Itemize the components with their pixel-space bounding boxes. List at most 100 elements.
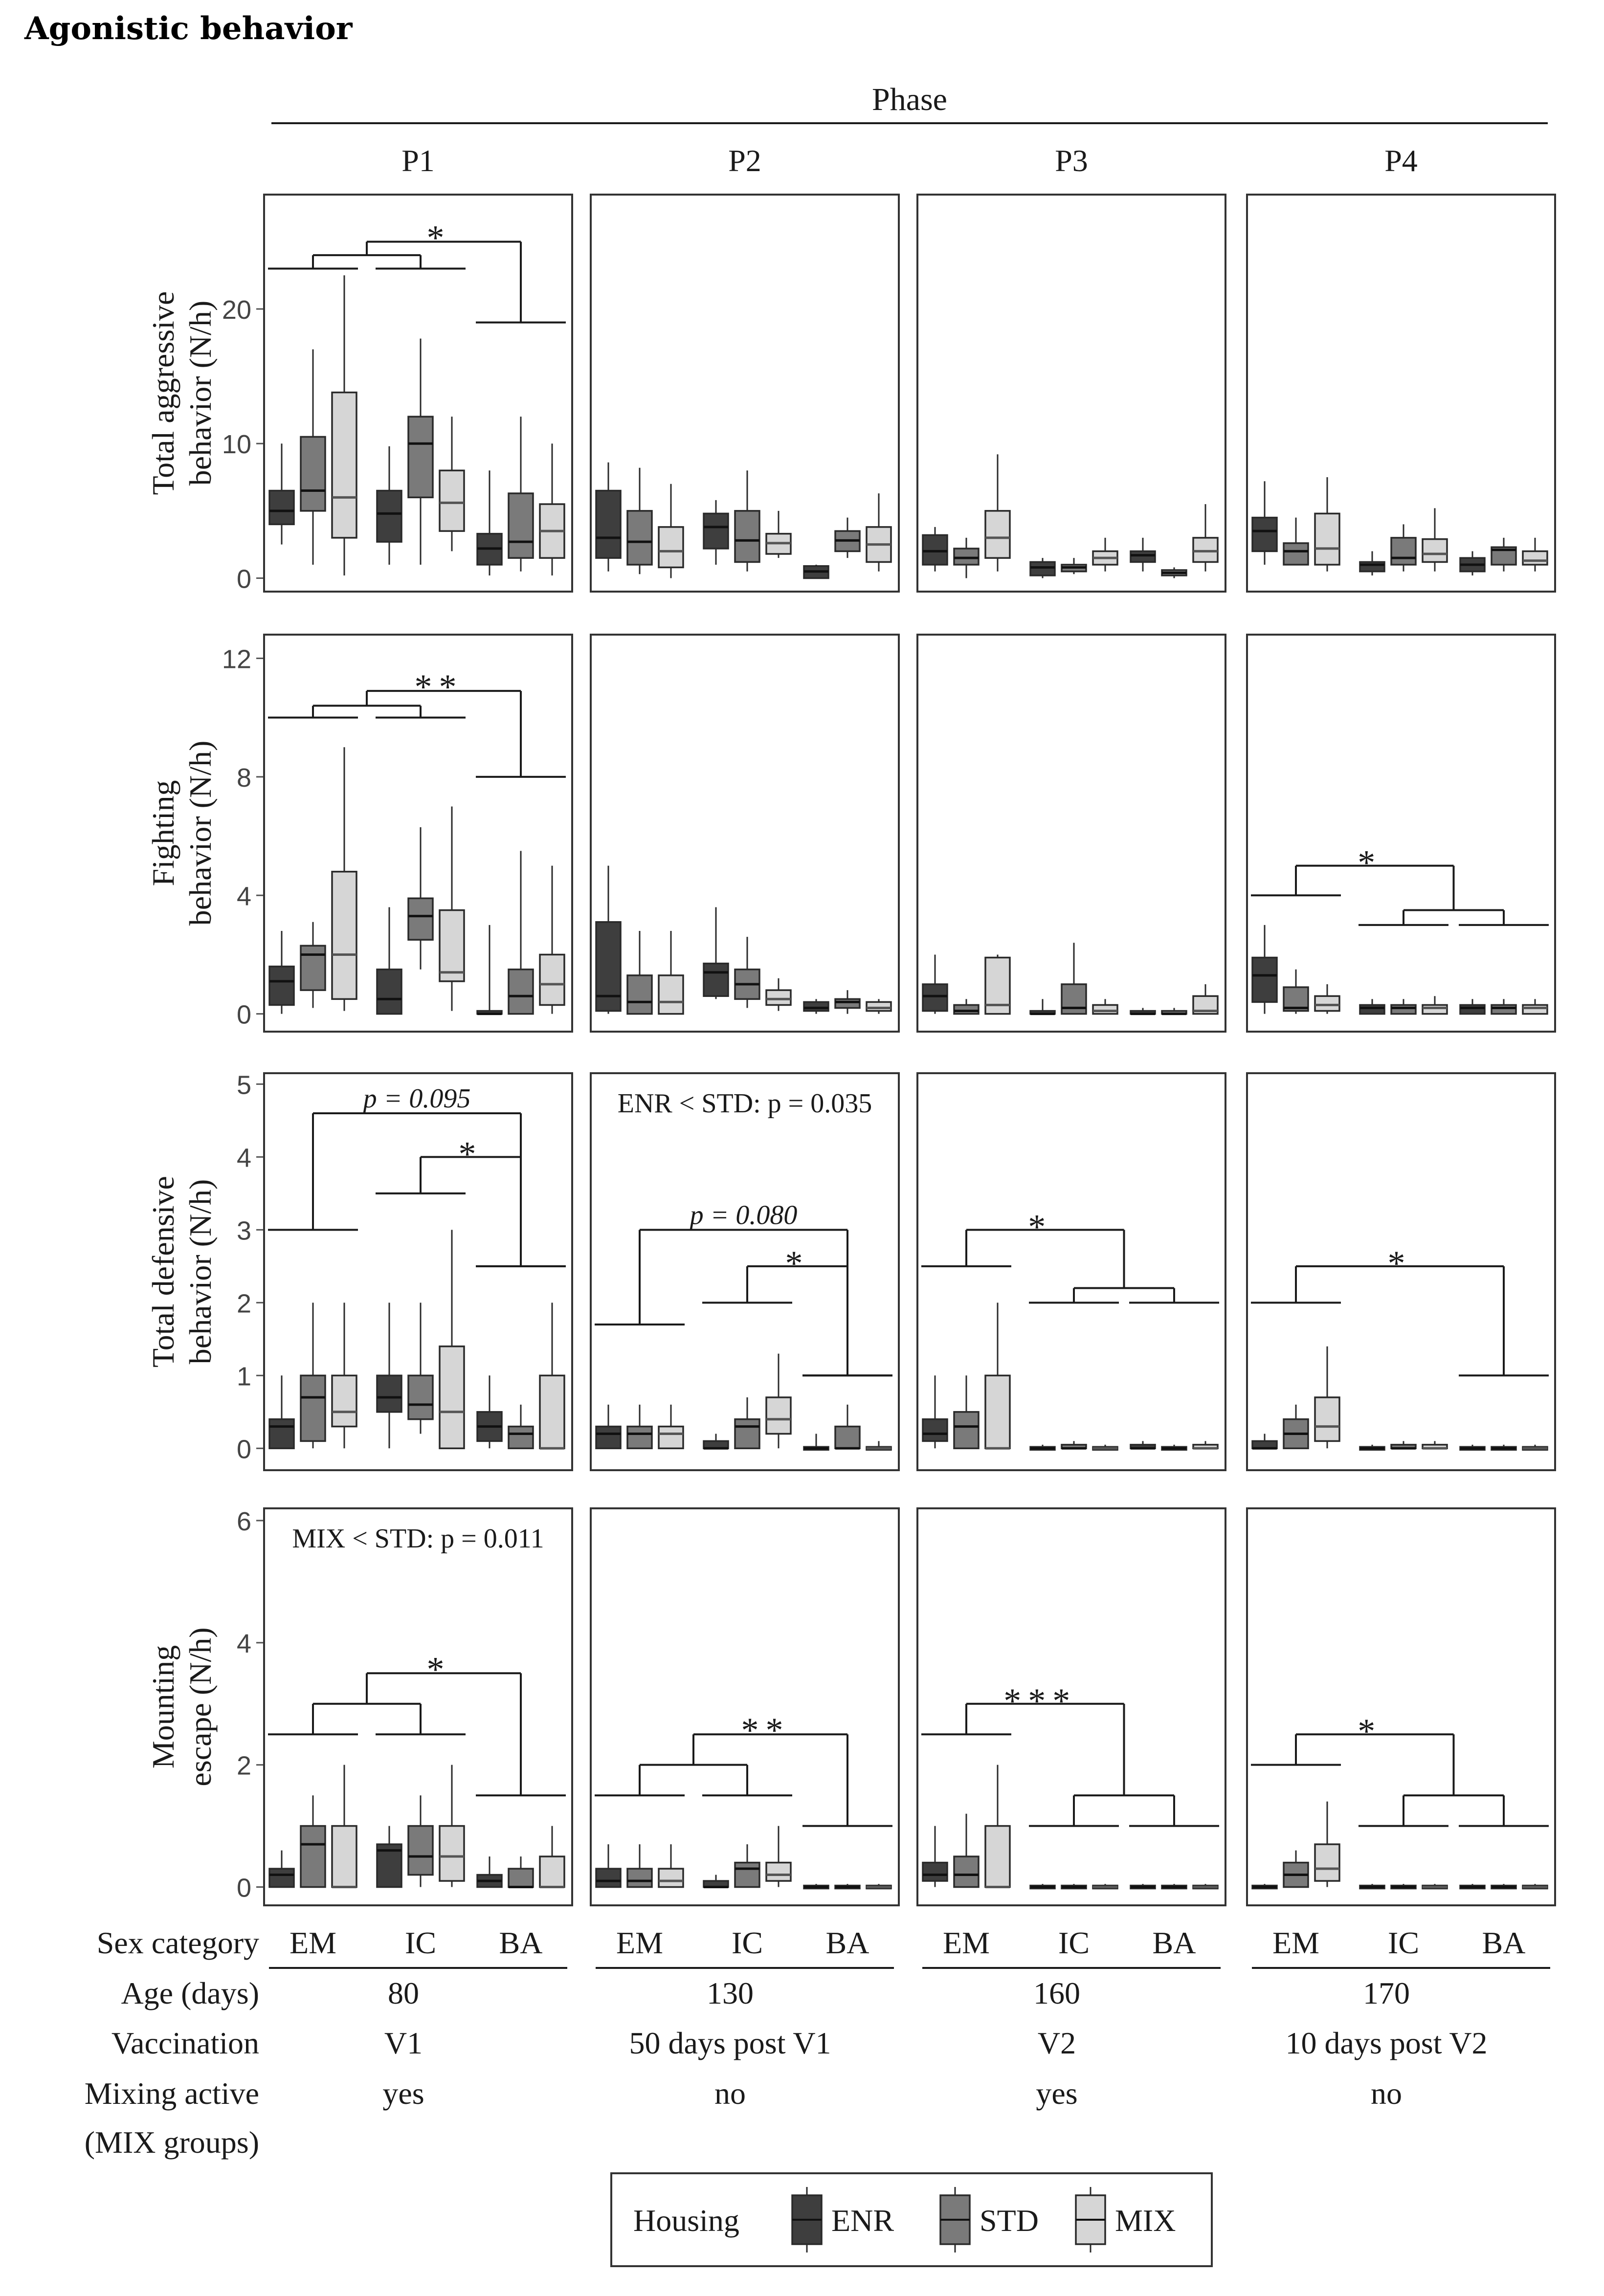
- y-tick-label: 4: [237, 882, 251, 911]
- box-ba-enr: [1459, 1004, 1486, 1015]
- vaccination-value: 10 days post V2: [1285, 2026, 1487, 2060]
- box-ic-enr: [1359, 1004, 1385, 1015]
- age-value: 130: [707, 1976, 754, 2010]
- box-em-mix: [331, 1825, 357, 1888]
- box-em-mix: [658, 1425, 684, 1450]
- box-ic-mix: [439, 909, 465, 982]
- bracket-label: *: [1358, 1712, 1382, 1751]
- bracket-label: *: [427, 218, 451, 257]
- box-ba-mix: [539, 1855, 565, 1888]
- y-tick-label: 10: [222, 430, 251, 459]
- bracket-label: **: [741, 1711, 790, 1750]
- significance-bracket: *: [1251, 843, 1549, 926]
- sex-category-ba: BA: [1482, 1925, 1526, 1960]
- phase-header: Phase: [872, 82, 947, 117]
- bracket-label: *: [1388, 1244, 1412, 1283]
- legend-label: MIX: [1115, 2203, 1176, 2238]
- box-ic-mix: [1092, 1004, 1118, 1015]
- y-tick-label: 12: [222, 644, 251, 674]
- box-ic-mix: [1422, 1004, 1448, 1015]
- legend-frame: [610, 2172, 1213, 2267]
- significance-bracket: *: [1251, 1712, 1549, 1827]
- box-ic-std: [407, 1825, 434, 1876]
- box-em-enr: [268, 1418, 295, 1450]
- box-em-enr: [1251, 956, 1278, 1003]
- box-ic-std: [734, 510, 760, 563]
- box-em-mix: [1314, 995, 1340, 1012]
- sex-category-ic: IC: [732, 1925, 763, 1960]
- phase-label-p2: P2: [728, 143, 761, 178]
- significance-bracket: **: [595, 1711, 892, 1827]
- significance-bracket: *: [1251, 1244, 1549, 1377]
- significance-bracket: *: [921, 1207, 1219, 1304]
- sex-category-ba: BA: [826, 1925, 869, 1960]
- row-label-age: Age (days): [121, 1976, 259, 2010]
- box-ic-std: [407, 1374, 434, 1420]
- bracket-label: **: [415, 667, 464, 706]
- box-em-enr: [922, 534, 948, 566]
- box-em-enr: [1251, 516, 1278, 552]
- panel-annotation: MIX < STD: p = 0.011: [292, 1523, 544, 1554]
- panel-p1-row-2: [263, 634, 573, 1033]
- age-value: 170: [1363, 1976, 1410, 2010]
- box-em-mix: [658, 974, 684, 1015]
- box-em-mix: [658, 1868, 684, 1888]
- box-ic-enr: [1359, 561, 1385, 573]
- box-em-std: [300, 1374, 326, 1442]
- box-em-enr: [268, 1868, 295, 1888]
- significance-bracket: p = 0.095: [268, 1083, 566, 1267]
- mixing-value: yes: [382, 2076, 424, 2111]
- age-value: 80: [388, 1976, 419, 2010]
- y-tick-label: 3: [237, 1216, 251, 1245]
- sex-category-ic: IC: [405, 1925, 436, 1960]
- box-em-std: [626, 510, 653, 566]
- y-axis-label-line: behavior (N/h): [183, 301, 218, 486]
- box-em-enr: [922, 983, 948, 1012]
- sex-category-em: EM: [1272, 1925, 1319, 1960]
- row-label-sex: Sex category: [97, 1925, 259, 1960]
- box-em-std: [953, 1411, 980, 1450]
- box-ba-mix: [539, 1374, 565, 1450]
- box-ic-std: [734, 1418, 760, 1450]
- box-ic-mix: [439, 1345, 465, 1450]
- y-tick-label: 2: [237, 1289, 251, 1318]
- box-em-mix: [1314, 512, 1340, 566]
- box-em-std: [953, 548, 980, 566]
- box-em-mix: [658, 526, 684, 569]
- box-em-mix: [984, 1825, 1011, 1888]
- panel-p3-row-2: [916, 634, 1226, 1033]
- box-em-std: [626, 974, 653, 1015]
- box-em-enr: [595, 1868, 622, 1888]
- bracket-label: *: [785, 1244, 810, 1283]
- box-ba-std: [834, 1425, 861, 1450]
- box-ic-std: [407, 897, 434, 941]
- box-ba-mix: [1192, 537, 1219, 563]
- mixing-value: yes: [1036, 2076, 1077, 2111]
- sex-category-ic: IC: [1058, 1925, 1090, 1960]
- housing-legend: Housing ENR STD MIX: [610, 2172, 1213, 2267]
- panel-p1-row-1: [263, 194, 573, 593]
- panel-p4-row-4: [1246, 1507, 1556, 1906]
- significance-bracket: *: [376, 1134, 566, 1267]
- box-ba-std: [1491, 1004, 1517, 1015]
- box-em-enr: [595, 921, 622, 1012]
- box-em-mix: [984, 1374, 1011, 1450]
- box-ba-std: [508, 492, 534, 559]
- phase-label-p4: P4: [1384, 143, 1418, 178]
- panel-frame: [916, 634, 1226, 1033]
- panel-row-3: Total defensivebehavior (N/h) 0 1 2 3 4 5 ENR <…: [146, 1070, 1556, 1471]
- y-axis-label-line: behavior (N/h): [183, 1179, 218, 1365]
- sex-category-ba: BA: [1153, 1925, 1196, 1960]
- panel-p2-row-3: ENR < STD: p = 0.035: [590, 1072, 900, 1471]
- panel-frame: [590, 1507, 900, 1906]
- box-em-mix: [1314, 1396, 1340, 1442]
- panel-frame: [590, 1072, 900, 1471]
- significance-bracket: *: [268, 218, 566, 324]
- y-tick-label: 4: [237, 1629, 251, 1658]
- panel-frame: [1246, 634, 1556, 1033]
- panel-frame: [590, 634, 900, 1033]
- mixing-value: no: [714, 2076, 746, 2111]
- box-em-enr: [268, 489, 295, 526]
